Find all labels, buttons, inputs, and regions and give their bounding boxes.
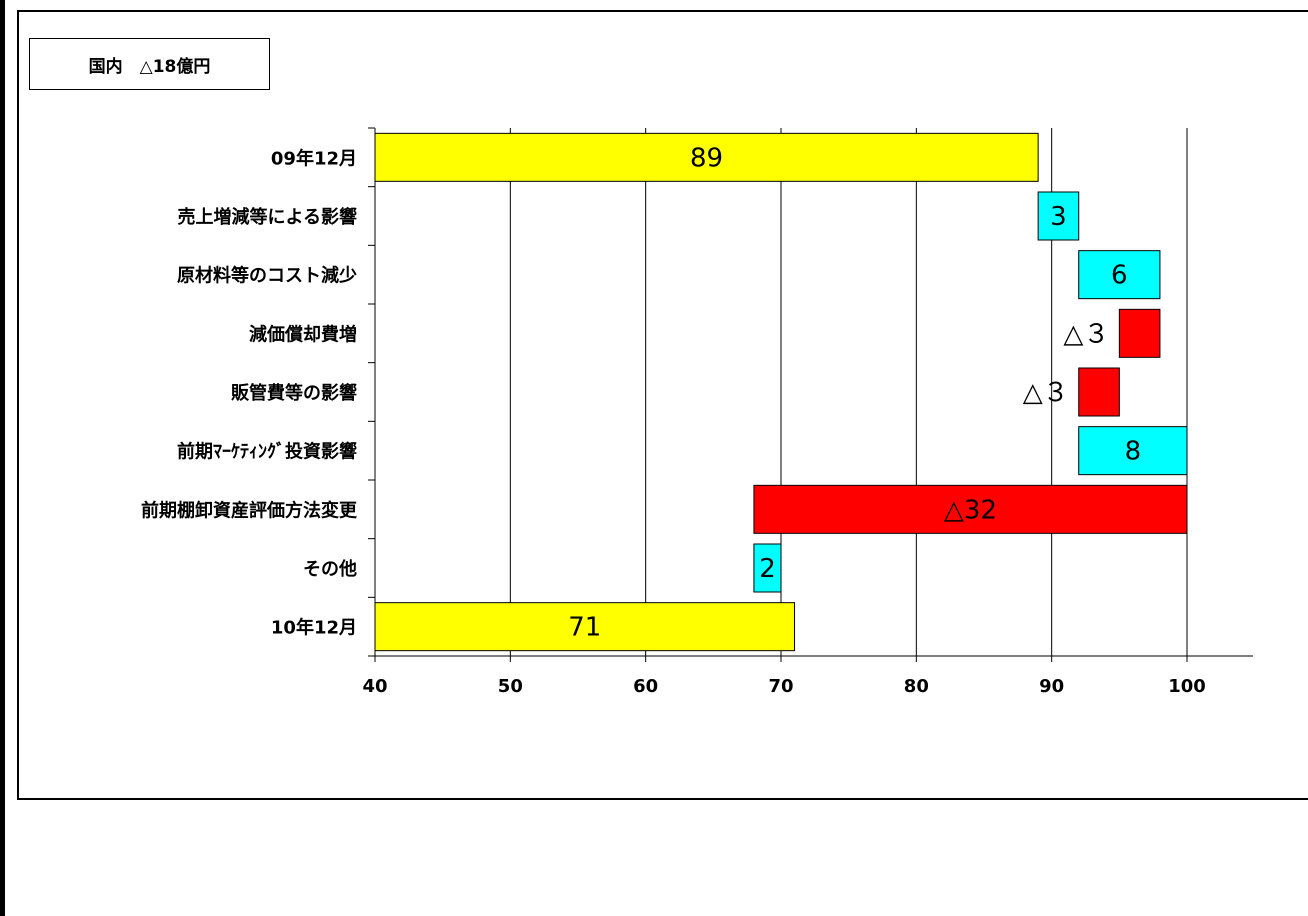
category-label: 原材料等のコスト減少 (177, 265, 357, 287)
bar (1078, 426, 1188, 476)
bar (753, 543, 782, 593)
bar (374, 602, 796, 652)
bar (1037, 191, 1080, 241)
x-tick-label: 100 (1168, 676, 1206, 697)
category-label: 10年12月 (271, 617, 357, 639)
bar-value-label: △32 (944, 495, 997, 525)
chart-title: 国内 △18億円 (29, 38, 270, 90)
bar (753, 484, 1188, 534)
x-tick-label: 90 (1039, 676, 1064, 697)
category-label: 売上増減等による影響 (178, 206, 357, 228)
x-tick-label: 50 (498, 676, 523, 697)
x-tick-label: 60 (633, 676, 658, 697)
left-border (0, 0, 5, 916)
bar-value-label: 2 (759, 554, 776, 584)
bar-value-label: △３ (1023, 378, 1069, 408)
bar-value-label: 8 (1125, 437, 1142, 467)
category-label: 前期棚卸資産評価方法変更 (141, 499, 358, 521)
x-tick-label: 40 (362, 676, 387, 697)
bar (1078, 367, 1120, 417)
bar-value-label: 3 (1050, 202, 1067, 232)
category-label: その他 (303, 558, 357, 580)
category-label: 09年12月 (271, 147, 357, 169)
x-tick-label: 80 (904, 676, 929, 697)
category-label: 販管費等の影響 (231, 382, 357, 404)
bar (1118, 308, 1161, 358)
category-label: 前期ﾏｰｹﾃｨﾝｸﾞ投資影響 (177, 441, 357, 463)
bar (374, 132, 1039, 182)
bar-value-label: 6 (1111, 261, 1128, 291)
bar-value-label: 89 (690, 143, 723, 173)
x-tick-label: 70 (768, 676, 793, 697)
chart-frame (17, 10, 1308, 800)
bar-value-label: 71 (568, 613, 601, 643)
category-label: 減価償却費増 (249, 323, 357, 345)
bar-value-label: △３ (1063, 319, 1109, 349)
bar (1078, 250, 1161, 300)
